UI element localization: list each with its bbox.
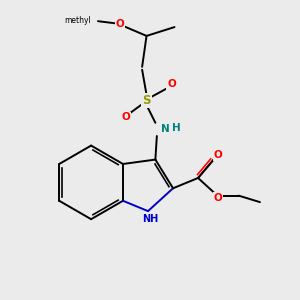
Text: N: N bbox=[161, 124, 170, 134]
Text: O: O bbox=[167, 79, 176, 89]
Text: O: O bbox=[213, 193, 222, 203]
Text: O: O bbox=[122, 112, 130, 122]
Text: H: H bbox=[172, 123, 180, 133]
Text: S: S bbox=[142, 94, 151, 107]
Text: O: O bbox=[116, 19, 124, 29]
Text: NH: NH bbox=[142, 214, 158, 224]
Text: O: O bbox=[213, 150, 222, 160]
Text: methyl: methyl bbox=[65, 16, 92, 25]
